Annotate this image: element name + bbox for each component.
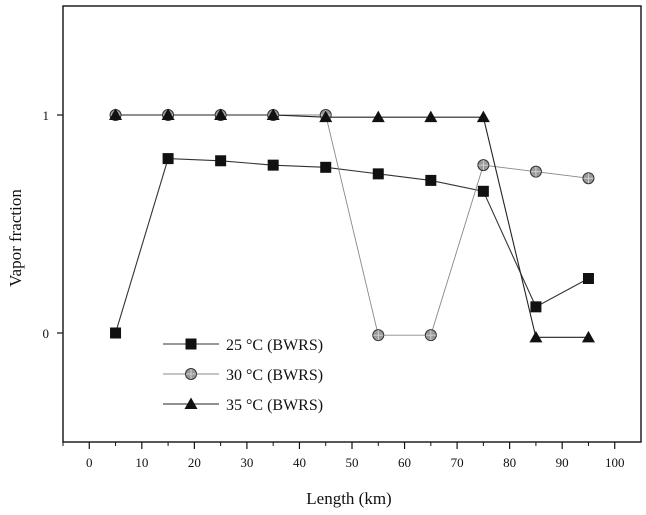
legend-marker-30c bbox=[185, 368, 197, 380]
data-point-35c bbox=[424, 110, 438, 123]
y-axis-title: Vapor fraction bbox=[6, 189, 25, 287]
data-point-35c bbox=[529, 330, 543, 343]
data-point-35c bbox=[581, 330, 595, 343]
legend-marker-25c bbox=[185, 338, 197, 350]
data-point-25c bbox=[530, 301, 542, 313]
x-tick-label: 30 bbox=[240, 455, 253, 470]
data-point-30c bbox=[372, 329, 385, 342]
x-tick-label: 90 bbox=[556, 455, 569, 470]
x-tick-label: 60 bbox=[398, 455, 411, 470]
data-point-25c bbox=[162, 153, 174, 165]
x-tick-label: 100 bbox=[605, 455, 625, 470]
data-point-35c bbox=[476, 110, 490, 123]
data-point-35c bbox=[109, 108, 123, 120]
x-tick-label: 50 bbox=[346, 455, 359, 470]
data-point-25c bbox=[110, 327, 122, 339]
data-point-25c bbox=[267, 159, 279, 171]
legend-marker-35c bbox=[184, 397, 198, 409]
data-point-30c bbox=[424, 329, 437, 342]
data-point-25c bbox=[320, 161, 332, 173]
x-tick-label: 80 bbox=[503, 455, 516, 470]
data-point-35c bbox=[161, 108, 175, 120]
legend-label-30c: 30 °C (BWRS) bbox=[226, 367, 323, 384]
data-point-25c bbox=[372, 168, 384, 180]
data-point-25c bbox=[215, 155, 227, 167]
x-tick-label: 40 bbox=[293, 455, 306, 470]
x-tick-label: 20 bbox=[188, 455, 201, 470]
y-tick-label: 0 bbox=[43, 326, 50, 341]
data-point-30c bbox=[582, 172, 595, 185]
x-axis-ticks: 0 10 20 30 40 50 60 70 80 90 100 bbox=[62, 442, 625, 470]
data-point-25c bbox=[477, 185, 489, 197]
data-point-25c bbox=[425, 174, 437, 186]
series-line-35c bbox=[115, 114, 589, 338]
y-axis-ticks: 01 bbox=[43, 108, 63, 341]
data-point-35c bbox=[319, 110, 333, 123]
y-tick-label: 1 bbox=[43, 108, 50, 123]
legend: 25 °C (BWRS) 30 °C (BWRS) 35 °C (BWRS) bbox=[163, 337, 323, 414]
data-point-30c bbox=[529, 165, 542, 178]
data-point-25c bbox=[582, 273, 594, 284]
legend-label-25c: 25 °C (BWRS) bbox=[226, 337, 323, 354]
data-point-30c bbox=[477, 159, 490, 172]
x-tick-label: 10 bbox=[135, 455, 148, 470]
legend-label-35c: 35 °C (BWRS) bbox=[226, 397, 323, 414]
series-line-25c bbox=[115, 158, 589, 334]
data-point-35c bbox=[266, 108, 280, 120]
x-tick-label: 70 bbox=[451, 455, 464, 470]
x-tick-label: 0 bbox=[86, 455, 93, 470]
data-point-35c bbox=[371, 110, 385, 123]
series-layer bbox=[109, 108, 595, 343]
data-point-35c bbox=[214, 108, 228, 120]
series-line-30c bbox=[115, 114, 589, 336]
x-axis-title: Length (km) bbox=[306, 489, 391, 508]
